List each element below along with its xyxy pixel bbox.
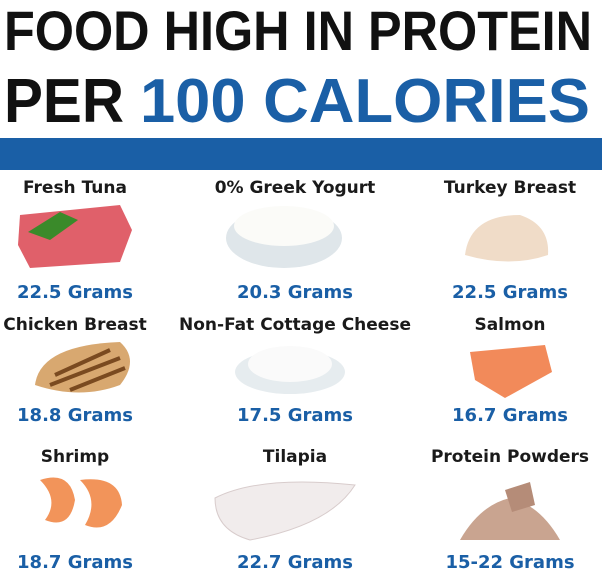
protein-amount: 18.7 Grams: [17, 552, 133, 573]
herb: [28, 212, 78, 240]
title-highlight: 100 CALORIES: [140, 67, 590, 136]
scoop: [505, 482, 535, 512]
tilapia-image: [214, 481, 356, 541]
title-line-1: FOOD HIGH IN PROTEIN: [4, 0, 592, 62]
protein-amount: 16.7 Grams: [452, 405, 568, 426]
salmon-image: [470, 345, 552, 398]
protein-amount: 22.5 Grams: [17, 282, 133, 303]
protein-amount: 17.5 Grams: [237, 405, 353, 426]
protein-amount: 15-22 Grams: [445, 552, 574, 573]
food-images: [18, 205, 560, 541]
food-name: Protein Powders: [431, 447, 589, 467]
grill-marks: [49, 348, 126, 392]
food-name: 0% Greek Yogurt: [215, 178, 376, 198]
food-name: Shrimp: [41, 447, 109, 467]
food-name: Non-Fat Cottage Cheese: [179, 315, 411, 335]
protein-amount: 18.8 Grams: [17, 405, 133, 426]
food-grid: Fresh Tuna 22.5 Grams 0% Greek Yogurt 20.3 …: [3, 178, 589, 573]
protein-amount: 22.5 Grams: [452, 282, 568, 303]
banner-bar: [0, 138, 602, 170]
protein-amount: 20.3 Grams: [237, 282, 353, 303]
turkey-image: [465, 215, 549, 262]
protein-amount: 22.7 Grams: [237, 552, 353, 573]
title-prefix: PER: [4, 67, 124, 136]
food-name: Chicken Breast: [3, 315, 146, 335]
shrimp-image: [40, 477, 122, 528]
food-name: Turkey Breast: [444, 178, 576, 198]
tuna-image: [18, 205, 132, 268]
food-name: Tilapia: [263, 447, 327, 467]
food-name: Salmon: [474, 315, 545, 335]
cottage-cheese: [248, 346, 332, 382]
powder-image: [460, 498, 560, 540]
food-name: Fresh Tuna: [23, 178, 127, 198]
yogurt: [234, 206, 334, 246]
